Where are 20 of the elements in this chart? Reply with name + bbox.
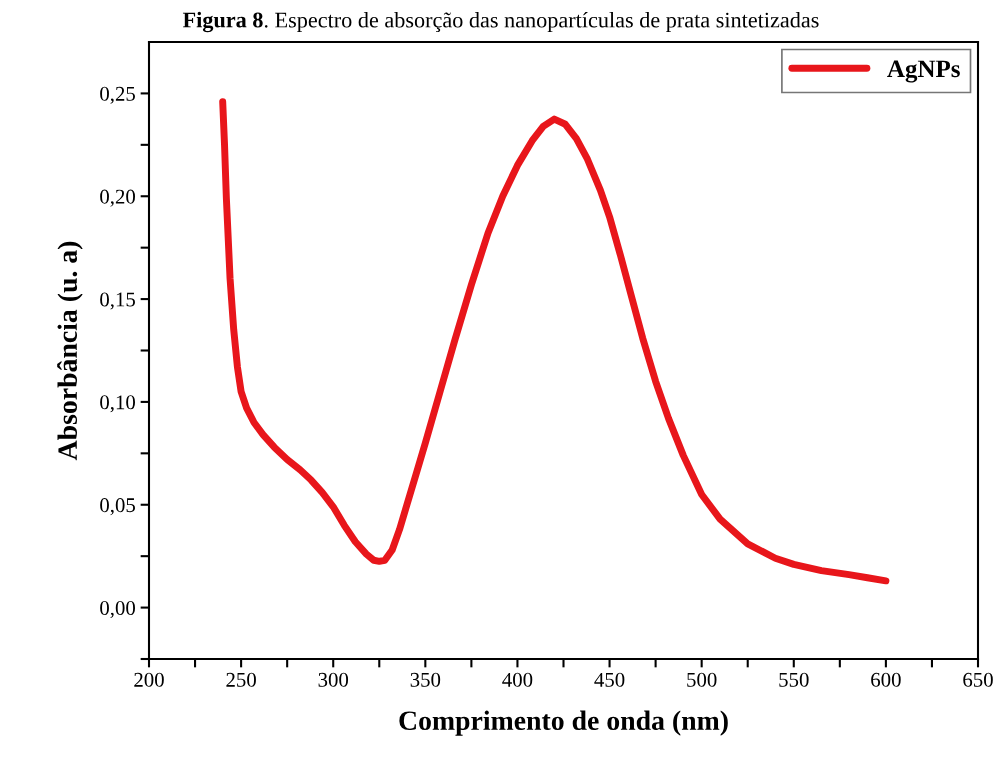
- y-tick-label: 0,05: [100, 498, 135, 516]
- x-tick-label: 200: [134, 672, 164, 687]
- x-tick-label: 250: [226, 672, 256, 687]
- x-tick-label: 500: [687, 672, 717, 687]
- chart-title: Figura 8. Espectro de absorção das nanopartículas de prata sintetizadas: [182, 11, 819, 33]
- x-tick-label: 450: [594, 672, 625, 687]
- y-tick-label: 0,15: [100, 292, 135, 310]
- legend-label: AgNPs: [887, 60, 960, 83]
- y-tick-label: 0,20: [100, 189, 136, 207]
- x-tick-label: 400: [502, 672, 533, 687]
- x-tick-label: 300: [318, 672, 349, 687]
- x-tick-label: 350: [410, 672, 441, 687]
- x-tick-label: 550: [779, 672, 809, 687]
- y-axis-title: Absorbância (u. a): [57, 241, 83, 461]
- y-tick-label: 0,00: [100, 600, 136, 619]
- x-axis-title: Comprimento de onda (nm): [399, 710, 728, 736]
- x-tick-label: 650: [963, 672, 993, 687]
- y-tick-label: 0,25: [100, 86, 135, 104]
- x-tick-label: 600: [871, 672, 901, 687]
- y-tick-label: 0,10: [100, 395, 136, 413]
